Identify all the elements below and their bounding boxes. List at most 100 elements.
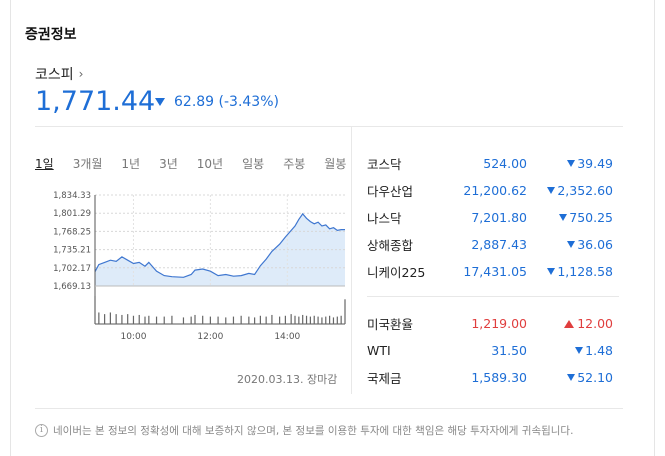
volume-bar — [321, 317, 323, 324]
market-price: 1,589.30 — [471, 370, 527, 385]
x-tick-label: 12:00 — [197, 332, 223, 342]
volume-bar — [259, 315, 261, 324]
market-price: 1,219.00 — [471, 316, 527, 331]
tab-3year[interactable]: 3년 — [159, 157, 178, 171]
volume-bar — [104, 314, 106, 324]
market-price: 524.00 — [483, 156, 527, 171]
volume-bar — [305, 315, 308, 324]
tab-1day[interactable]: 1일 — [35, 157, 54, 171]
info-icon: i — [35, 424, 48, 437]
market-change: 1,128.58 — [527, 264, 613, 279]
y-tick-label: 1,834.33 — [53, 191, 91, 201]
volume-bar — [127, 314, 129, 324]
down-arrow-icon — [567, 374, 576, 381]
market-row[interactable]: 국제금 1,589.30 52.10 — [367, 364, 617, 391]
stock-info-panel: 증권정보 코스피 › 1,771.44 62.89 (-3.43%) 1일 3개… — [10, 0, 655, 456]
down-arrow-icon — [155, 98, 165, 106]
x-tick-label: 14:00 — [274, 332, 300, 342]
main-index-value: 1,771.44 — [35, 86, 156, 117]
volume-bar — [290, 314, 292, 324]
volume-bar — [344, 299, 346, 324]
volume-bar — [109, 312, 111, 324]
market-change-value: 1,128.58 — [557, 264, 613, 279]
volume-bar — [248, 316, 250, 324]
market-price: 7,201.80 — [471, 210, 527, 225]
volume-bar — [294, 315, 296, 324]
market-row[interactable]: 코스닥 524.00 39.49 — [367, 150, 617, 177]
x-tick-label: 10:00 — [120, 332, 146, 342]
volume-bar — [121, 314, 123, 324]
market-change-value: 52.10 — [577, 370, 613, 385]
market-change-value: 2,352.60 — [557, 183, 613, 198]
volume-bar — [194, 314, 196, 324]
market-list: 코스닥 524.00 39.49 다우산업 21,200.62 2,352.60 나스닥 7,… — [367, 150, 617, 285]
y-tick-label: 1,768.25 — [53, 227, 91, 237]
volume-bar — [298, 316, 300, 324]
market-price: 17,431.05 — [463, 264, 527, 279]
tab-3month[interactable]: 3개월 — [72, 157, 103, 171]
volume-bar — [279, 316, 281, 324]
volume-bar — [132, 315, 135, 324]
disclaimer: i 네이버는 본 정보의 정확성에 대해 보증하지 않으며, 본 정보를 이용한… — [35, 423, 573, 438]
volume-bar — [265, 316, 267, 324]
market-change: 750.25 — [527, 210, 613, 225]
market-change: 2,352.60 — [527, 183, 613, 198]
chart-date: 2020.03.13. 장마감 — [237, 373, 338, 386]
period-tabs: 1일 3개월 1년 3년 10년 일봉 주봉 월봉 — [35, 155, 365, 172]
market-change: 52.10 — [527, 370, 613, 385]
market-row[interactable]: 니케이225 17,431.05 1,128.58 — [367, 258, 617, 285]
main-index-change-text: 62.89 (-3.43%) — [174, 94, 279, 110]
market-name: 미국환율 — [367, 317, 414, 332]
volume-bar — [190, 316, 192, 324]
market-row[interactable]: 미국환율 1,219.00 12.00 — [367, 310, 617, 337]
commodity-list: 미국환율 1,219.00 12.00 WTI 31.50 1.48 국제금 1,589.30… — [367, 310, 617, 391]
divider — [367, 296, 619, 297]
market-change: 12.00 — [527, 316, 613, 331]
market-row[interactable]: 다우산업 21,200.62 2,352.60 — [367, 177, 617, 204]
volume-bar — [284, 315, 286, 324]
y-tick-label: 1,702.17 — [53, 264, 91, 274]
volume-bar — [94, 296, 96, 324]
volume-bar — [148, 315, 150, 324]
volume-bar — [182, 317, 185, 324]
volume-bar — [329, 315, 331, 324]
down-arrow-icon — [547, 268, 556, 275]
volume-bar — [209, 316, 211, 324]
tab-10year[interactable]: 10년 — [196, 157, 224, 171]
index-chart[interactable]: 1,834.33 1,801.29 1,768.25 1,735.21 1,702.17… — [33, 186, 347, 346]
market-price: 31.50 — [491, 343, 527, 358]
main-index-change: 62.89 (-3.43%) — [155, 94, 279, 110]
volume-bar — [332, 317, 335, 324]
volume-bar — [254, 317, 256, 324]
volume-bar — [271, 314, 273, 324]
up-arrow-icon — [564, 319, 575, 328]
main-index-link[interactable]: 코스피 › — [35, 64, 83, 84]
market-name: 국제금 — [367, 371, 402, 386]
market-price: 21,200.62 — [463, 183, 527, 198]
volume-bar — [302, 314, 304, 324]
disclaimer-text: 네이버는 본 정보의 정확성에 대해 보증하지 않으며, 본 정보를 이용한 투… — [53, 425, 574, 437]
market-change-value: 12.00 — [577, 316, 613, 331]
market-change: 1.48 — [527, 343, 613, 358]
tab-weekly[interactable]: 주봉 — [283, 157, 306, 171]
tab-1year[interactable]: 1년 — [121, 157, 141, 171]
market-row[interactable]: WTI 31.50 1.48 — [367, 337, 617, 364]
volume-bar — [325, 316, 327, 324]
tab-daily[interactable]: 일봉 — [242, 157, 265, 171]
market-row[interactable]: 상해종합 2,887.43 36.06 — [367, 231, 617, 258]
market-change-value: 39.49 — [577, 156, 613, 171]
y-tick-label: 1,801.29 — [53, 209, 91, 219]
market-price: 2,887.43 — [471, 237, 527, 252]
down-arrow-icon — [567, 160, 576, 167]
volume-bar — [115, 314, 117, 324]
market-row[interactable]: 나스닥 7,201.80 750.25 — [367, 204, 617, 231]
down-arrow-icon — [559, 214, 568, 221]
market-change-value: 750.25 — [569, 210, 613, 225]
market-change: 36.06 — [527, 237, 613, 252]
volume-bar — [336, 316, 338, 324]
volume-bar — [163, 316, 165, 324]
tab-monthly[interactable]: 월봉 — [324, 157, 347, 171]
market-name: 상해종합 — [367, 238, 414, 253]
volume-bar — [217, 316, 219, 324]
market-name: 코스닥 — [367, 157, 402, 172]
